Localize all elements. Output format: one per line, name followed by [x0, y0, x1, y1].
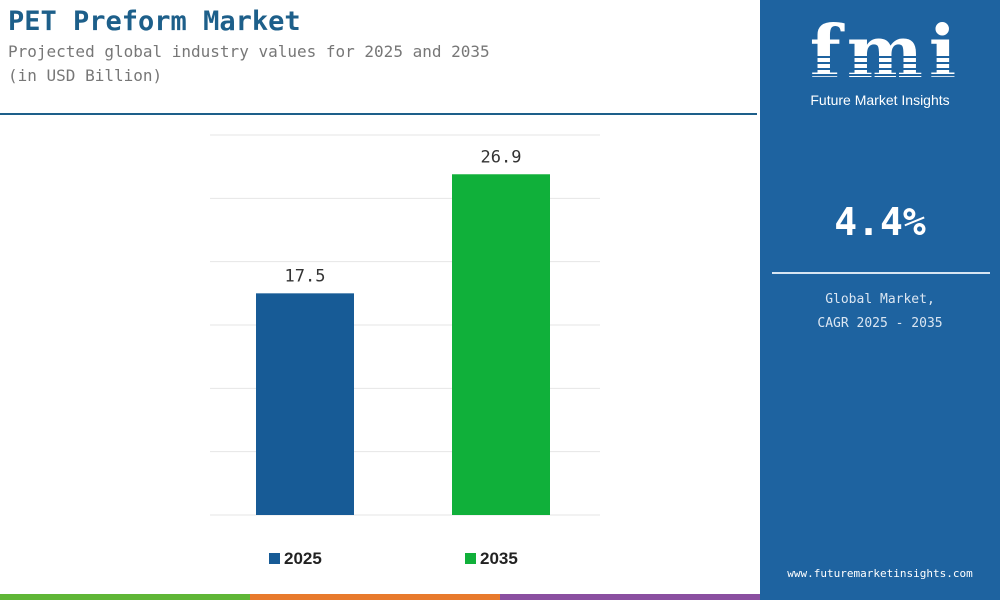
logo-stripes [796, 52, 976, 82]
data-label-2025: 17.5 [285, 266, 326, 286]
legend-swatch-2035 [465, 553, 476, 564]
bottom-accent-green [0, 594, 250, 600]
bar-2025 [256, 293, 354, 515]
logo-tagline: Future Market Insights [810, 92, 950, 108]
chart-title: PET Preform Market [8, 6, 301, 37]
cagr-label: Global Market, CAGR 2025 - 2035 [760, 288, 1000, 336]
bottom-accent-purple [500, 594, 760, 600]
bottom-accent-orange [250, 594, 500, 600]
chart-subtitle: Projected global industry values for 202… [8, 40, 490, 88]
bar-chart: 17.5 26.9 2025 2035 [210, 134, 600, 568]
sidebar-panel: fmi Future Market Insights 4.4% Global M… [760, 0, 1000, 600]
subtitle-line-2: (in USD Billion) [8, 66, 163, 85]
cagr-value: 4.4% [834, 200, 926, 244]
cagr-label-line-2: CAGR 2025 - 2035 [817, 316, 943, 331]
subtitle-line-1: Projected global industry values for 202… [8, 42, 490, 61]
legend-label-2025: 2025 [284, 549, 322, 568]
website-link[interactable]: www.futuremarketinsights.com [787, 567, 973, 580]
legend-label-2035: 2035 [480, 549, 518, 568]
bar-2035 [452, 174, 550, 515]
data-label-2035: 26.9 [481, 147, 522, 167]
title-divider [0, 113, 757, 115]
sidebar-divider [772, 272, 990, 274]
cagr-label-line-1: Global Market, [825, 292, 935, 307]
legend-swatch-2025 [269, 553, 280, 564]
